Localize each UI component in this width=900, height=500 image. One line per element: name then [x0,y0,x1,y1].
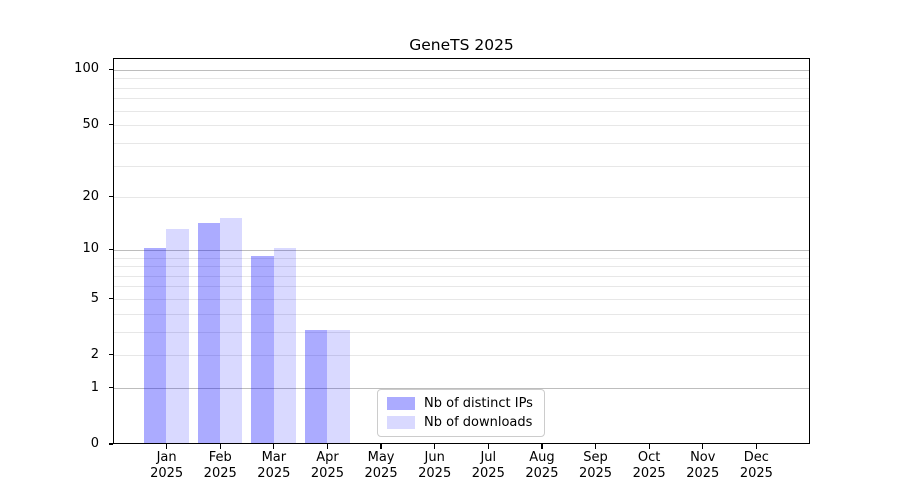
y-tick-mark [109,124,113,126]
gridline-minor [114,142,809,144]
x-tick-label: Jun 2025 [418,450,452,481]
gridline-minor [114,275,809,277]
y-tick-mark [109,196,113,198]
legend-label: Nb of downloads [424,414,533,430]
bar-downloads-0 [166,228,189,443]
gridline-minor [114,266,809,268]
legend: Nb of distinct IPs Nb of downloads [377,389,545,437]
bar-distinct-ips-1 [197,223,221,443]
legend-row: Nb of downloads [387,415,535,430]
gridline-major [114,69,809,71]
plot-area [113,58,810,444]
x-tick-label: Feb 2025 [203,450,237,481]
gridline-minor [114,331,809,333]
y-tick-mark [109,297,113,300]
gridline-minor [114,257,809,259]
bar-downloads-1 [220,217,243,443]
gridline-minor [114,78,809,80]
x-tick-mark [326,444,329,449]
x-tick-label: Aug 2025 [525,450,559,481]
x-tick-label: Nov 2025 [686,450,720,481]
x-tick-mark [755,444,757,449]
gridline-minor [114,313,809,315]
gridline-minor [114,286,809,288]
y-tick-mark [109,248,113,250]
x-tick-mark [648,444,650,449]
bar-distinct-ips-3 [304,330,328,443]
x-tick-mark [166,444,168,449]
x-tick-label: Jul 2025 [471,450,505,481]
legend-row: Nb of distinct IPs [387,396,535,411]
x-tick-label: May 2025 [364,450,398,481]
x-tick-mark [594,444,597,449]
x-tick-label: Mar 2025 [257,450,291,481]
y-tick-label: 50 [82,116,99,132]
gridline-major [114,388,809,390]
y-tick-label: 1 [90,379,99,395]
bar-distinct-ips-0 [144,248,167,443]
legend-label: Nb of distinct IPs [424,396,533,412]
y-tick-label: 2 [90,346,99,362]
legend-swatch-downloads [387,415,415,429]
gridline-minor [114,125,809,127]
y-tick-mark [109,387,113,389]
y-tick-mark [109,68,113,70]
gridline-minor [114,98,809,100]
y-tick-mark [109,443,113,445]
gridline-minor [114,87,809,89]
x-tick-mark [219,444,221,449]
gridline-minor [114,110,809,112]
gridline-minor [114,299,809,300]
x-tick-mark [434,444,436,449]
y-tick-label: 100 [74,61,99,77]
x-tick-mark [380,444,382,449]
y-tick-mark [109,354,113,356]
x-tick-label: Jan 2025 [150,450,184,481]
x-tick-mark [273,444,275,449]
gridline-major [114,249,809,251]
bar-downloads-2 [273,248,297,443]
x-tick-label: Sep 2025 [578,450,613,481]
gridline-minor [114,355,809,357]
x-tick-mark [487,444,489,449]
y-tick-label: 20 [82,188,99,204]
x-tick-mark [702,444,704,449]
x-tick-label: Apr 2025 [310,450,344,481]
legend-swatch-distinct-ips [387,397,415,411]
y-tick-label: 0 [90,436,99,451]
y-tick-label: 5 [90,290,99,306]
x-tick-label: Oct 2025 [632,450,666,481]
x-tick-mark [541,444,543,449]
chart-title: GeneTS 2025 [409,36,514,54]
x-tick-label: Dec 2025 [739,450,773,481]
bar-downloads-3 [327,330,350,443]
bar-distinct-ips-2 [251,256,274,443]
y-tick-label: 10 [82,241,99,257]
gridline-minor [114,165,809,167]
gridline-minor [114,197,809,199]
